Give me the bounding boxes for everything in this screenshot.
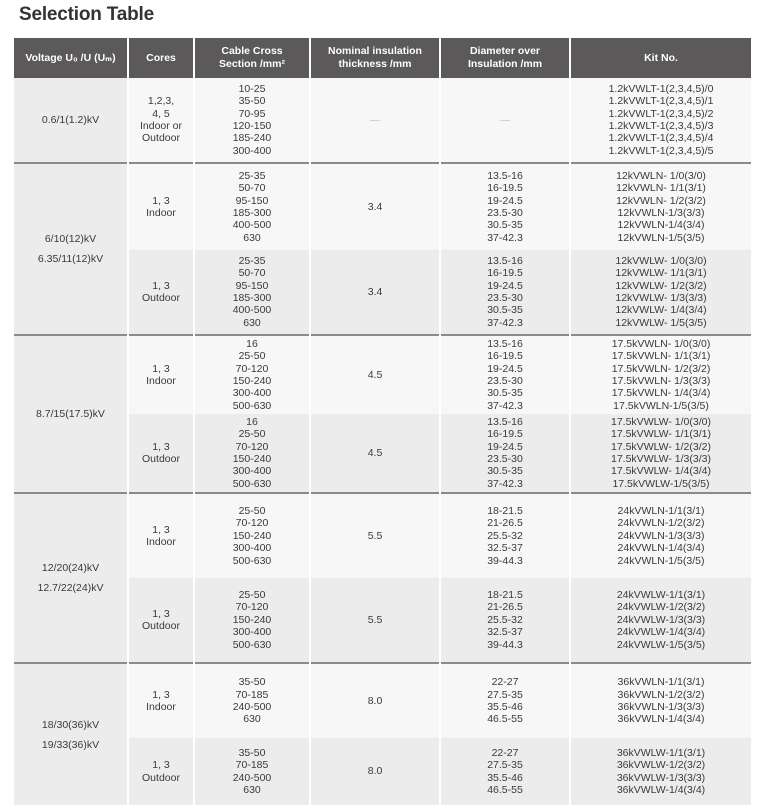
voltage-cell: 0.6/1(1.2)kV (14, 78, 129, 163)
page-title: Selection Table (19, 4, 154, 25)
header-diameter: Diameter over Insulation /mm (440, 38, 571, 78)
diameter-cell: 22-27 27.5-35 35.5-46 46.5-55 (440, 662, 571, 738)
table-row: 1, 3 Outdoor 35-50 70-185 240-500 630 8.0 2… (14, 738, 751, 805)
voltage-cell: 6/10(12)kV 6.35/11(12)kV (14, 162, 129, 335)
cross-section-cell: 10-25 35-50 70-95 120-150 185-240 300-40… (194, 78, 311, 163)
diameter-cell: — (440, 78, 571, 163)
cores-cell: 1, 3 Indoor (128, 492, 195, 578)
table-row: 18/30(36)kV 19/33(36)kV 1, 3 Indoor 35-50 … (14, 662, 751, 805)
cores-cell: 1, 3 Indoor (128, 162, 195, 250)
cross-section-cell: 35-50 70-185 240-500 630 (194, 738, 311, 805)
cores-cell: 1, 3 Indoor (128, 662, 195, 738)
kit-cell: 36kVWLN-1/1(3/1) 36kVWLN-1/2(3/2) 36kVWL… (570, 662, 751, 738)
kit-cell: 17.5kVWLN- 1/0(3/0) 17.5kVWLN- 1/1(3/1) … (570, 334, 751, 414)
cross-section-cell: 16 25-50 70-120 150-240 300-400 500-630 (194, 334, 311, 414)
header-insulation: Nominal insulation thickness /mm (310, 38, 441, 78)
header-cores: Cores (128, 38, 195, 78)
table-row: 6/10(12)kV 6.35/11(12)kV 1, 3 Indoor 25-35… (14, 162, 751, 335)
insulation-cell: 8.0 (310, 662, 441, 738)
cross-section-cell: 25-50 70-120 150-240 300-400 500-630 (194, 578, 311, 663)
cores-cell: 1, 3 Outdoor (128, 414, 195, 493)
voltage-cell: 18/30(36)kV 19/33(36)kV (14, 662, 129, 805)
insulation-cell: 8.0 (310, 738, 441, 805)
diameter-cell: 13.5-16 16-19.5 19-24.5 23.5-30 30.5-35 … (440, 414, 571, 493)
kit-cell: 24kVWLN-1/1(3/1) 24kVWLN-1/2(3/2) 24kVWL… (570, 492, 751, 578)
voltage-cell: 12/20(24)kV 12.7/22(24)kV (14, 492, 129, 663)
table-row: 1, 3 Outdoor 25-35 50-70 95-150 185-300 4… (14, 250, 751, 335)
header-cross-section: Cable Cross Section /mm² (194, 38, 311, 78)
cross-section-cell: 16 25-50 70-120 150-240 300-400 500-630 (194, 414, 311, 493)
cores-cell: 1, 3 Outdoor (128, 738, 195, 805)
kit-cell: 17.5kVWLW- 1/0(3/0) 17.5kVWLW- 1/1(3/1) … (570, 414, 751, 493)
selection-table: Voltage U₀ /U (Uₘ) Cores Cable Cross Sec… (14, 38, 751, 805)
cross-section-cell: 35-50 70-185 240-500 630 (194, 662, 311, 738)
cross-section-cell: 25-50 70-120 150-240 300-400 500-630 (194, 492, 311, 578)
diameter-cell: 22-27 27.5-35 35.5-46 46.5-55 (440, 738, 571, 805)
diameter-cell: 13.5-16 16-19.5 19-24.5 23.5-30 30.5-35 … (440, 250, 571, 335)
cores-cell: 1, 3 Indoor (128, 334, 195, 414)
table-row: 1, 3 Outdoor 25-50 70-120 150-240 300-400… (14, 578, 751, 663)
diameter-cell: 13.5-16 16-19.5 19-24.5 23.5-30 30.5-35 … (440, 162, 571, 250)
kit-cell: 12kVWLN- 1/0(3/0) 12kVWLN- 1/1(3/1) 12kV… (570, 162, 751, 250)
header-voltage: Voltage U₀ /U (Uₘ) (14, 38, 129, 78)
cross-section-cell: 25-35 50-70 95-150 185-300 400-500 630 (194, 162, 311, 250)
header-kit: Kit No. (570, 38, 751, 78)
diameter-cell: 18-21.5 21-26.5 25.5-32 32.5-37 39-44.3 (440, 492, 571, 578)
diameter-cell: 18-21.5 21-26.5 25.5-32 32.5-37 39-44.3 (440, 578, 571, 663)
table-header-row: Voltage U₀ /U (Uₘ) Cores Cable Cross Sec… (14, 38, 751, 78)
kit-cell: 12kVWLW- 1/0(3/0) 12kVWLW- 1/1(3/1) 12kV… (570, 250, 751, 335)
insulation-cell: 5.5 (310, 578, 441, 663)
insulation-cell: 3.4 (310, 250, 441, 335)
table-row: 12/20(24)kV 12.7/22(24)kV 1, 3 Indoor 25-5… (14, 492, 751, 663)
kit-cell: 36kVWLW-1/1(3/1) 36kVWLW-1/2(3/2) 36kVWL… (570, 738, 751, 805)
insulation-cell: 3.4 (310, 162, 441, 250)
cores-cell: 1, 3 Outdoor (128, 578, 195, 663)
table-row: 8.7/15(17.5)kV 1, 3 Indoor 16 25-50 70-120… (14, 334, 751, 493)
table-row: 0.6/1(1.2)kV 1,2,3, 4, 5 Indoor or Outdoo… (14, 78, 751, 163)
table-body: 0.6/1(1.2)kV 1,2,3, 4, 5 Indoor or Outdoo… (14, 78, 751, 805)
cores-cell: 1, 3 Outdoor (128, 250, 195, 335)
cross-section-cell: 25-35 50-70 95-150 185-300 400-500 630 (194, 250, 311, 335)
insulation-cell: 4.5 (310, 414, 441, 493)
voltage-cell: 8.7/15(17.5)kV (14, 334, 129, 493)
insulation-cell: 5.5 (310, 492, 441, 578)
insulation-cell: — (310, 78, 441, 163)
kit-cell: 1.2kVWLT-1(2,3,4,5)/0 1.2kVWLT-1(2,3,4,5… (570, 78, 751, 163)
cores-cell: 1,2,3, 4, 5 Indoor or Outdoor (128, 78, 195, 163)
table-row: 1, 3 Outdoor 16 25-50 70-120 150-240 300-… (14, 414, 751, 493)
diameter-cell: 13.5-16 16-19.5 19-24.5 23.5-30 30.5-35 … (440, 334, 571, 414)
kit-cell: 24kVWLW-1/1(3/1) 24kVWLW-1/2(3/2) 24kVWL… (570, 578, 751, 663)
insulation-cell: 4.5 (310, 334, 441, 414)
